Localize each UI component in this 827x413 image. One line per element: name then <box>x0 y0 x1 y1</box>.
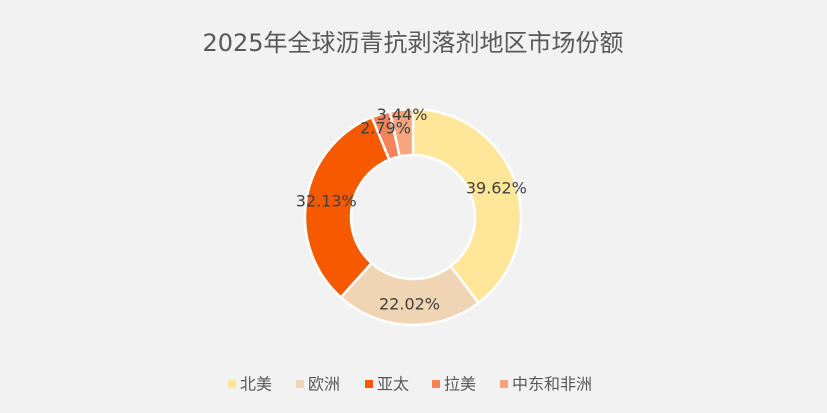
legend-label: 北美 <box>240 375 272 394</box>
data-label: 39.62% <box>466 178 527 197</box>
donut-slice <box>303 115 391 300</box>
legend-label: 欧洲 <box>308 375 340 394</box>
data-label: 22.02% <box>379 294 440 313</box>
legend-marker <box>296 380 304 388</box>
donut-slice <box>388 107 415 158</box>
legend-marker <box>500 380 508 388</box>
data-label: 2.79% <box>360 119 411 138</box>
legend-marker <box>365 380 373 388</box>
donut-slice <box>411 107 523 305</box>
chart-title: 2025年全球沥青抗剥落剂地区市场份额 <box>202 29 623 57</box>
legend-label: 亚太 <box>377 375 409 394</box>
legend-marker <box>228 380 236 388</box>
legend-label: 中东和非洲 <box>512 375 592 394</box>
data-label: 32.13% <box>296 192 357 211</box>
data-label: 3.44% <box>377 105 428 124</box>
legend-marker <box>432 380 440 388</box>
legend-label: 拉美 <box>444 375 476 394</box>
